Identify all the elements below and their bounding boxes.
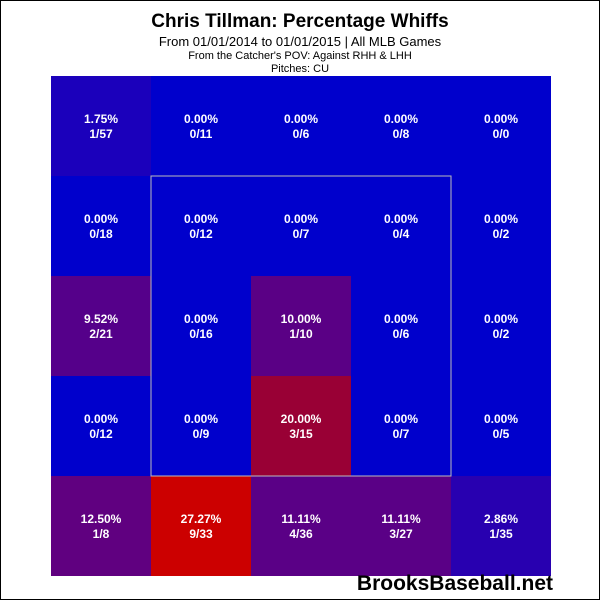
heatmap-cell-r4-c4	[351, 376, 451, 476]
cell-percentage-label: 1.75%	[84, 112, 118, 126]
cell-percentage-label: 12.50%	[81, 512, 122, 526]
cell-fraction-label: 0/0	[493, 127, 510, 141]
cell-fraction-label: 0/5	[493, 427, 510, 441]
cell-fraction-label: 0/2	[493, 327, 510, 341]
heatmap-cell-r5-c2	[151, 476, 251, 576]
heatmap-cell-r1-c5	[451, 76, 551, 176]
pov-caption: From the Catcher's POV: Against RHH & LH…	[188, 50, 412, 62]
heatmap-cell-r3-c4	[351, 276, 451, 376]
cell-fraction-label: 0/16	[189, 327, 213, 341]
heatmap-cell-r5-c5	[451, 476, 551, 576]
chart-subtitle: From 01/01/2014 to 01/01/2015 | All MLB …	[158, 34, 442, 49]
heatmap-cell-r2-c5	[451, 176, 551, 276]
heatmap-cell-r5-c1	[51, 476, 151, 576]
cell-fraction-label: 0/9	[193, 427, 210, 441]
heatmap-cell-r1-c3	[251, 76, 351, 176]
cell-percentage-label: 0.00%	[484, 112, 518, 126]
cell-percentage-label: 0.00%	[184, 312, 218, 326]
cell-fraction-label: 0/4	[393, 227, 410, 241]
cell-fraction-label: 3/27	[389, 527, 413, 541]
pitches-caption: Pitches: CU	[270, 63, 330, 75]
cell-percentage-label: 11.11%	[281, 512, 321, 526]
cell-fraction-label: 0/7	[393, 427, 410, 441]
cell-fraction-label: 0/7	[293, 227, 310, 241]
cell-fraction-label: 4/36	[289, 527, 313, 541]
cell-percentage-label: 0.00%	[484, 312, 518, 326]
heatmap-cell-r2-c2	[151, 176, 251, 276]
cell-fraction-label: 0/12	[89, 427, 113, 441]
heatmap-cell-r3-c2	[151, 276, 251, 376]
cell-percentage-label: 0.00%	[84, 412, 118, 426]
cell-percentage-label: 20.00%	[281, 412, 322, 426]
cell-fraction-label: 1/10	[289, 327, 313, 341]
cell-percentage-label: 27.27%	[181, 512, 222, 526]
cell-fraction-label: 0/8	[393, 127, 410, 141]
heatmap-cell-r1-c2	[151, 76, 251, 176]
heatmap-cell-r1-c4	[351, 76, 451, 176]
cell-percentage-label: 0.00%	[284, 112, 318, 126]
heatmap-cell-r4-c5	[451, 376, 551, 476]
heatmap-cell-r1-c1	[51, 76, 151, 176]
cell-percentage-label: 0.00%	[184, 112, 218, 126]
heatmap-cell-r3-c3	[251, 276, 351, 376]
cell-percentage-label: 9.52%	[84, 312, 118, 326]
cell-fraction-label: 1/8	[93, 527, 110, 541]
cell-percentage-label: 0.00%	[384, 412, 418, 426]
cell-percentage-label: 0.00%	[84, 212, 118, 226]
cell-fraction-label: 1/57	[89, 127, 113, 141]
heatmap-cell-r2-c1	[51, 176, 151, 276]
heatmap-cell-r5-c3	[251, 476, 351, 576]
cell-fraction-label: 0/18	[89, 227, 113, 241]
heatmap-cell-r4-c3	[251, 376, 351, 476]
cell-percentage-label: 0.00%	[284, 212, 318, 226]
cell-fraction-label: 0/12	[189, 227, 213, 241]
cell-percentage-label: 0.00%	[184, 212, 218, 226]
cell-fraction-label: 0/11	[190, 127, 213, 141]
strike-zone-outline	[150, 175, 452, 477]
cell-percentage-label: 11.11%	[381, 512, 421, 526]
cell-percentage-label: 0.00%	[184, 412, 218, 426]
heatmap-cell-r4-c2	[151, 376, 251, 476]
cell-fraction-label: 2/21	[89, 327, 113, 341]
cell-fraction-label: 3/15	[289, 427, 313, 441]
cell-percentage-label: 0.00%	[384, 312, 418, 326]
heatmap-cell-r3-c1	[51, 276, 151, 376]
cell-fraction-label: 9/33	[189, 527, 213, 541]
cell-fraction-label: 0/2	[493, 227, 510, 241]
cell-percentage-label: 0.00%	[484, 212, 518, 226]
cell-percentage-label: 0.00%	[384, 112, 418, 126]
cell-percentage-label: 2.86%	[484, 512, 518, 526]
heatmap-cell-r4-c1	[51, 376, 151, 476]
heatmap-cell-r2-c4	[351, 176, 451, 276]
cell-fraction-label: 0/6	[393, 327, 410, 341]
cell-fraction-label: 0/6	[293, 127, 310, 141]
brooksbaseball-watermark: BrooksBaseball.net	[356, 572, 553, 595]
heatmap-cell-r3-c5	[451, 276, 551, 376]
heatmap-cell-r2-c3	[251, 176, 351, 276]
cell-percentage-label: 0.00%	[384, 212, 418, 226]
heatmap-cell-r5-c4	[351, 476, 451, 576]
chart-title: Chris Tillman: Percentage Whiffs	[151, 11, 449, 32]
cell-percentage-label: 10.00%	[281, 312, 322, 326]
cell-fraction-label: 1/35	[489, 527, 513, 541]
cell-percentage-label: 0.00%	[484, 412, 518, 426]
